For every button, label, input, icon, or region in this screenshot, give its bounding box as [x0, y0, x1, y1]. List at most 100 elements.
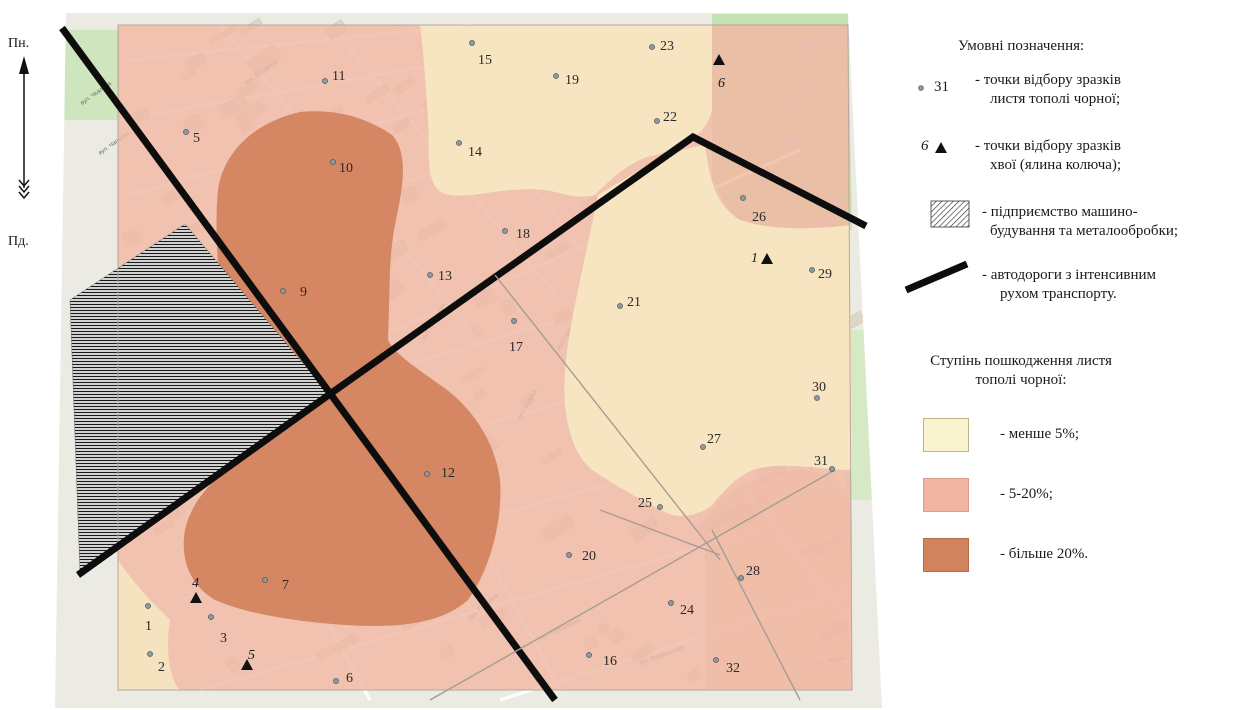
spruce-point-label: 5 [248, 648, 255, 663]
poplar-point-label: 9 [300, 285, 307, 300]
poplar-point-label: 13 [438, 269, 452, 284]
legend-spruce-triangle-symbol [935, 142, 947, 153]
legend-poplar-point-symbol [918, 85, 924, 91]
spruce-sampling-point [190, 592, 202, 603]
damage-zones [118, 25, 852, 690]
damage-zone-high [183, 111, 501, 626]
compass-north-label: Пн. [8, 36, 30, 51]
poplar-sampling-point [469, 40, 475, 46]
poplar-sampling-point [147, 651, 153, 657]
poplar-sampling-point [740, 195, 746, 201]
poplar-sampling-point [427, 272, 433, 278]
spruce-point-label: 1 [751, 251, 758, 266]
poplar-point-label: 23 [660, 39, 674, 54]
poplar-point-label: 30 [812, 380, 826, 395]
poplar-sampling-point [713, 657, 719, 663]
spruce-point-label: 4 [192, 576, 199, 591]
poplar-point-label: 31 [814, 454, 828, 469]
poplar-sampling-point [424, 471, 430, 477]
poplar-point-label: 32 [726, 661, 740, 676]
main-roads [59, 25, 868, 703]
legend-damage-title-line1: Ступінь пошкодження листя [930, 353, 1112, 369]
secondary-streets [429, 274, 836, 701]
spruce-sampling-point [713, 54, 725, 65]
park-area [60, 30, 120, 120]
study-area-frame [117, 24, 853, 691]
legend-spruce-number: 6 [921, 138, 929, 154]
legend-spruce-text-2: хвої (ялина колюча); [990, 157, 1122, 173]
poplar-sampling-point [668, 600, 674, 606]
spruce-sampling-point [241, 659, 253, 670]
poplar-sampling-point [738, 575, 744, 581]
poplar-sampling-point [502, 228, 508, 234]
poplar-point-label: 24 [680, 603, 694, 618]
poplar-sampling-point [183, 129, 189, 135]
poplar-sampling-point [586, 652, 592, 658]
legend-damage-title: Ступінь пошкодження листя тополі чорної: [905, 352, 1137, 390]
legend-road-symbol [904, 260, 969, 294]
damage-zone-low [118, 560, 180, 690]
poplar-point-label: 12 [441, 466, 455, 481]
poplar-sampling-point [617, 303, 623, 309]
poplar-sampling-point [809, 267, 815, 273]
poplar-sampling-points: 1235679101112131415161718192021222324252… [145, 39, 835, 686]
poplar-sampling-point [566, 552, 572, 558]
legend-damage-medium-label: - 5-20%; [1000, 486, 1053, 502]
legend-enterprise-text-1: - підприємство машино- [982, 204, 1138, 220]
legend-damage-high-swatch [923, 538, 969, 572]
poplar-sampling-point [654, 118, 660, 124]
poplar-point-label: 29 [818, 267, 832, 282]
legend-enterprise-hatch-swatch [930, 200, 970, 228]
poplar-point-label: 1 [145, 619, 152, 634]
poplar-sampling-point [700, 444, 706, 450]
legend-poplar-text-2: листя тополі чорної; [990, 91, 1121, 107]
legend-symbols [904, 85, 970, 294]
legend-roads-text-2: рухом транспорту. [1000, 286, 1117, 302]
legend-poplar-number: 31 [934, 79, 949, 95]
poplar-point-label: 14 [468, 145, 482, 160]
legend-damage-title-line2: тополі чорної: [975, 372, 1067, 388]
poplar-point-label: 19 [565, 73, 579, 88]
poplar-point-label: 5 [193, 131, 200, 146]
spruce-point-label: 6 [718, 76, 725, 91]
legend-damage-low-label: - менше 5%; [1000, 426, 1080, 442]
poplar-point-label: 17 [509, 340, 523, 355]
poplar-point-label: 16 [603, 654, 617, 669]
legend-damage-medium-swatch [923, 478, 969, 512]
poplar-sampling-point [333, 678, 339, 684]
road-nw-se [59, 25, 558, 703]
poplar-point-label: 7 [282, 578, 289, 593]
poplar-point-label: 28 [746, 564, 760, 579]
poplar-point-label: 6 [346, 671, 353, 686]
poplar-point-label: 21 [627, 295, 641, 310]
spruce-sampling-point [761, 253, 773, 264]
poplar-point-label: 20 [582, 549, 596, 564]
poplar-sampling-point [330, 159, 336, 165]
poplar-sampling-point [280, 288, 286, 294]
poplar-sampling-point [657, 504, 663, 510]
legend-enterprise-text-2: будування та металообробки; [990, 223, 1179, 239]
poplar-sampling-point [145, 603, 151, 609]
poplar-sampling-point [553, 73, 559, 79]
legend-title: Умовні позначення: [958, 38, 1085, 54]
poplar-sampling-point [814, 395, 820, 401]
poplar-sampling-point [322, 78, 328, 84]
poplar-sampling-point [262, 577, 268, 583]
legend-damage-high-label: - більше 20%. [1000, 546, 1089, 562]
poplar-point-label: 18 [516, 227, 530, 242]
poplar-point-label: 25 [638, 496, 652, 511]
poplar-point-label: 15 [478, 53, 492, 68]
poplar-point-label: 26 [752, 210, 766, 225]
poplar-point-label: 10 [339, 161, 353, 176]
north-arrow [18, 56, 30, 200]
poplar-sampling-point [829, 466, 835, 472]
poplar-sampling-point [511, 318, 517, 324]
legend-roads-text-1: - автодороги з інтенсивним [982, 267, 1157, 283]
damage-zone-low [564, 145, 852, 516]
damage-zone-low [420, 25, 712, 197]
poplar-point-label: 2 [158, 660, 165, 675]
compass-south-label: Пд. [8, 234, 29, 249]
damage-zone-medium [705, 470, 852, 690]
legend-poplar-text-1: - точки відбору зразків [975, 72, 1121, 88]
